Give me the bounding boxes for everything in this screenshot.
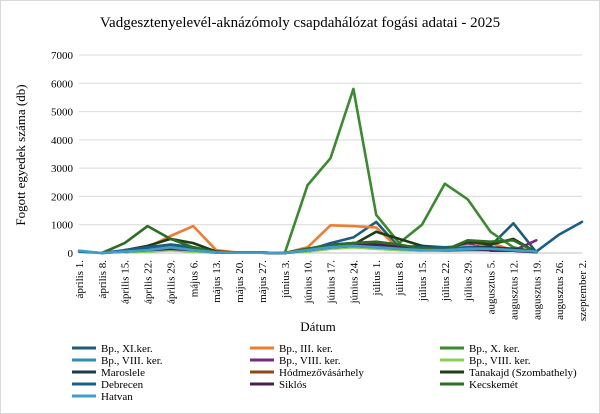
- legend-item: Tanakajd (Szombathely): [440, 367, 577, 379]
- y-tick-label: 2000: [51, 191, 74, 203]
- legend-label: Kecskemét: [469, 379, 518, 391]
- x-tick-label: szeptember 2.: [577, 260, 589, 321]
- y-tick-label: 6000: [51, 78, 74, 90]
- grid-layer: [79, 54, 582, 254]
- y-tick-label: 4000: [51, 135, 74, 147]
- legend-label: Siklós: [279, 379, 307, 391]
- y-tick-label: 7000: [51, 50, 74, 62]
- legend-item: Bp., XI.ker.: [72, 343, 153, 355]
- legend-label: Tanakajd (Szombathely): [469, 367, 577, 379]
- x-tick-label: augusztus 12.: [508, 260, 520, 320]
- legend-label: Bp., X. ker.: [469, 343, 520, 355]
- legend-label: Bp., VIII. ker.: [279, 355, 341, 367]
- legend-label: Debrecen: [101, 379, 144, 391]
- x-tick-label: április 22.: [143, 260, 155, 304]
- x-tick-labels: április 1. április 8. április 15. április 2…: [74, 260, 589, 321]
- x-tick-label: május 6.: [188, 260, 200, 298]
- series-line-5: [123, 244, 538, 255]
- series-line-12: [77, 244, 538, 255]
- x-tick-label: június 10.: [303, 260, 315, 305]
- x-tick-label: június 17.: [326, 260, 338, 305]
- y-tick-label: 5000: [51, 107, 74, 119]
- legend-label: Bp., III. ker.: [279, 343, 333, 355]
- y-tick-label: 1000: [51, 220, 74, 232]
- y-tick-label: 3000: [51, 163, 74, 175]
- x-tick-label: június 3.: [280, 260, 292, 299]
- x-axis-label: Dátum: [300, 319, 335, 334]
- x-tick-label: május 20.: [234, 260, 246, 303]
- legend-label: Hódmezővásárhely: [279, 367, 364, 379]
- legend-item: Kecskemét: [440, 379, 518, 391]
- y-tick-labels: 0 1000 2000 3000 4000 5000 6000 7000: [51, 50, 74, 260]
- legend-label: Maroslele: [101, 367, 145, 379]
- x-tick-label: július 29.: [463, 260, 475, 302]
- x-tick-label: augusztus 26.: [554, 260, 566, 320]
- series-line-11: [100, 224, 538, 255]
- legend-item: Bp., VIII. ker.: [440, 355, 531, 367]
- x-tick-label: április 1.: [74, 260, 86, 299]
- x-tick-label: április 29.: [165, 260, 177, 304]
- legend-label: Bp., VIII. ker.: [101, 355, 163, 367]
- legend-item: Bp., III. ker.: [250, 343, 333, 355]
- chart-title: Vadgesztenyelevél-aknázómoly csapdahálóz…: [100, 15, 500, 31]
- legend-item: Hatvan: [72, 391, 133, 403]
- x-tick-label: április 8.: [97, 260, 109, 299]
- legend-item: Bp., VIII. ker.: [250, 355, 341, 367]
- x-tick-label: augusztus 5.: [486, 260, 498, 315]
- x-tick-label: április 15.: [120, 260, 132, 304]
- x-tick-label: május 27.: [257, 260, 269, 303]
- x-tick-label: június 24.: [348, 260, 360, 305]
- legend-label: Bp., XI.ker.: [101, 343, 153, 355]
- legend-item: Bp., VIII. ker.: [72, 355, 163, 367]
- x-tick-label: július 1.: [371, 260, 383, 297]
- legend-item: Maroslele: [72, 367, 145, 379]
- legend-item: Bp., X. ker.: [440, 343, 520, 355]
- legend: Bp., XI.ker. Bp., III. ker. Bp., X. ker.Bp…: [72, 343, 577, 403]
- legend-item: Debrecen: [72, 379, 144, 391]
- legend-label: Hatvan: [101, 391, 133, 403]
- series-layer: [77, 87, 584, 255]
- x-tick-label: július 22.: [440, 260, 452, 302]
- y-axis-label: Fogott egyedek száma (db): [13, 84, 28, 225]
- x-tick-label: július 15.: [417, 260, 429, 302]
- legend-item: Siklós: [250, 379, 307, 391]
- x-tick-label: május 13.: [211, 260, 223, 303]
- x-tick-label: augusztus 19.: [531, 260, 543, 320]
- legend-label: Bp., VIII. ker.: [469, 355, 531, 367]
- legend-item: Hódmezővásárhely: [250, 367, 364, 379]
- x-tick-label: július 8.: [394, 260, 406, 297]
- y-tick-label: 0: [68, 248, 74, 260]
